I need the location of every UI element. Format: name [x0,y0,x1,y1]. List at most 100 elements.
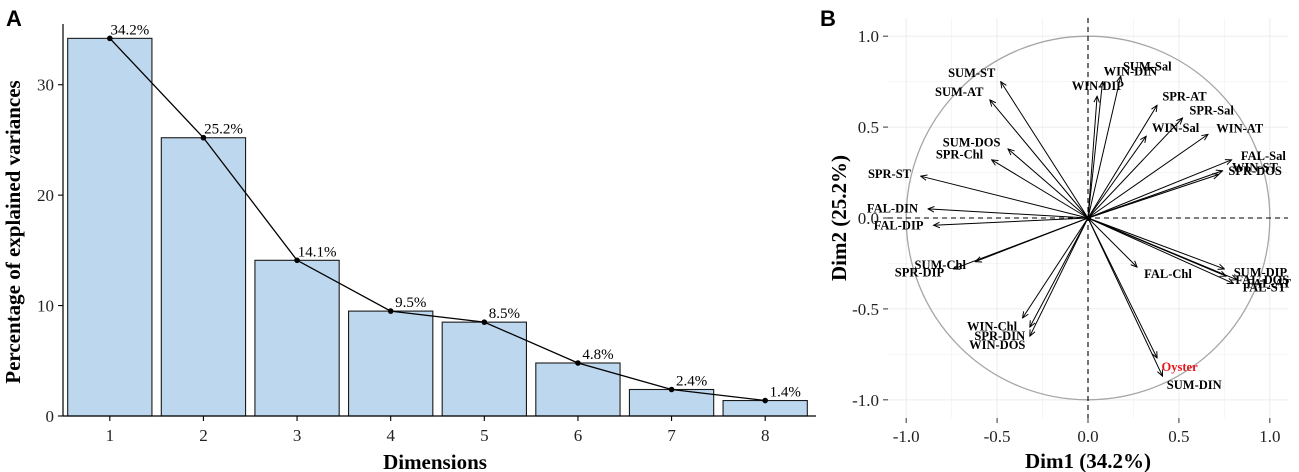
bar-label-dim-3: 14.1% [298,244,337,260]
label-win-din: WIN-DIN [1104,65,1157,79]
x-tick-label: 0.0 [1077,427,1098,446]
arrow-spr-st [921,176,1089,219]
label-win-st: WIN-ST [1232,160,1279,174]
label-sum-at: SUM-AT [935,85,984,99]
arrow-fal-din [928,209,1089,219]
x-axis-ticks: -1.0 -0.5 0.0 0.5 1.0 [893,418,1280,446]
label-fal-at: FAL-AT [1246,277,1291,291]
label-fal-dos: FAL-DOS [1235,273,1289,287]
arrow-win-dos [1030,217,1089,336]
bar-dim-7 [628,388,715,417]
arrow-spr-sal [1087,118,1183,219]
y-tick-label: -0.5 [852,300,879,319]
x-tick-label: 4 [386,426,395,445]
y-tick-label: 30 [37,76,54,95]
arrow-spr-chl [992,160,1089,219]
label-spr-dos: SPR-DOS [1228,164,1282,178]
label-sum-sal: SUM-Sal [1123,59,1172,73]
variance-points [107,35,768,404]
bar-label-dim-5: 8.5% [489,306,520,322]
bar-label-dim-2: 25.2% [204,122,243,138]
label-sum-dos: SUM-DOS [943,135,1001,149]
point-dim-6 [575,360,581,366]
label-fal-st: FAL-ST [1243,281,1287,295]
x-tick-label: 6 [574,426,583,445]
arrow-sum-din [1087,217,1163,376]
bar-value-labels: 34.2% 25.2% 14.1% 9.5% 8.5% 4.8% 2.4% 1.4% [110,22,800,400]
x-tick-label: 1 [106,426,115,445]
y-tick-label: -1.0 [852,391,879,410]
label-win-dos: WIN-DOS [969,338,1025,352]
arrow-sum-dip [1087,217,1224,269]
x-tick-label: 7 [667,426,676,445]
x-axis-title: Dimensions [383,450,487,472]
point-dim-5 [481,319,488,325]
bar-label-dim-7: 2.4% [676,373,707,389]
label-spr-chl: SPR-Chl [936,148,984,162]
arrow-win-sal [1087,136,1146,219]
bar-label-dim-4: 9.5% [395,295,426,311]
x-axis-ticks: 1 2 3 4 5 6 7 8 [106,416,770,445]
bar-label-dim-8: 1.4% [770,385,801,401]
label-spr-sal: SPR-Sal [1189,104,1234,118]
label-spr-din: SPR-DIN [974,329,1025,343]
panel-a-scree-plot: A 34.2% 25.2% 14.1% 9.5% 8.5% 4.8% 2.4% 1.4% 0 1… [1,6,816,472]
label-oyster: Oyster [1162,360,1199,374]
label-win-chl: WIN-Chl [967,319,1018,333]
y-axis-title: Percentage of explained variances [1,80,25,383]
arrow-sum-dos [1008,149,1089,219]
label-sum-dip: SUM-DIP [1234,265,1288,279]
label-win-dip: WIN-DIP [1072,79,1124,93]
arrow-win-dip [1087,96,1097,219]
variance-line [109,37,766,402]
y-tick-label: 0.5 [858,118,879,137]
bar-dim-4 [348,310,434,417]
label-spr-at: SPR-AT [1162,90,1207,104]
x-tick-label: -0.5 [984,427,1011,446]
panel-b-letter: B [820,6,836,31]
x-tick-label: 8 [761,426,770,445]
x-tick-label: 3 [293,426,302,445]
label-fal-sal: FAL-Sal [1241,149,1286,163]
x-tick-label: 2 [199,426,208,445]
arrow-sum-st [1001,82,1089,219]
label-fal-din: FAL-DIN [867,201,918,215]
arrow-win-chl [1023,217,1089,318]
point-dim-4 [387,308,394,314]
arrow-spr-at [1087,105,1157,219]
x-tick-label: 1.0 [1259,427,1280,446]
y-tick-label: 0 [46,407,55,426]
y-tick-label: 10 [37,297,54,316]
arrow-win-at [1087,134,1208,219]
label-sum-chl: SUM-Chl [915,258,967,272]
point-dim-1 [107,35,113,42]
bar-series [67,37,808,417]
y-tick-label: 20 [37,186,54,205]
bar-dim-2 [160,137,247,417]
variable-arrows [921,76,1237,376]
label-fal-chl: FAL-Chl [1144,267,1192,281]
point-dim-2 [200,134,207,141]
point-dim-3 [294,257,300,264]
x-axis-title: Dim1 (34.2%) [1025,449,1151,472]
bar-dim-1 [67,37,153,417]
label-spr-dip: SPR-DIP [895,265,945,279]
bar-label-dim-6: 4.8% [582,347,613,363]
bar-dim-5 [441,321,527,417]
label-fal-dip: FAL-DIP [874,219,924,233]
y-axis-ticks: -1.0 -0.5 0.0 0.5 1.0 [852,27,888,410]
arrow-win-din [1087,82,1103,219]
x-tick-label: -1.0 [893,427,920,446]
arrow-sum-at [990,100,1089,219]
label-win-sal: WIN-Sal [1152,121,1200,135]
arrow-fal-chl [1087,217,1137,267]
bar-label-dim-1: 34.2% [110,22,149,38]
arrow-fal-at [1087,217,1237,280]
y-tick-label: 1.0 [858,27,879,46]
label-spr-st: SPR-ST [868,167,912,181]
arrow-fal-dip [933,217,1089,225]
arrow-fal-st [1087,217,1233,283]
label-sum-st: SUM-ST [948,66,996,80]
